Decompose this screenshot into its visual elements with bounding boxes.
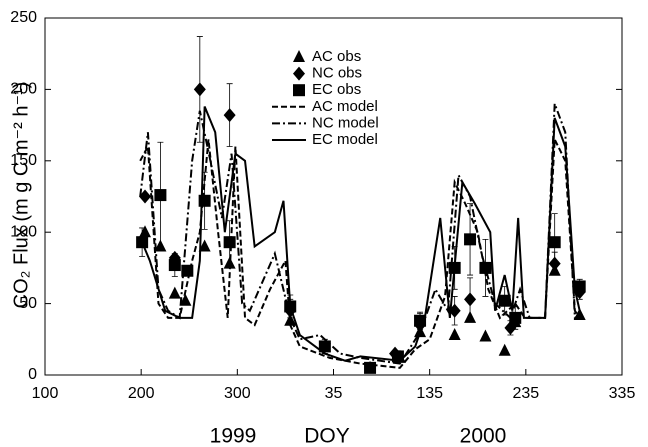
y-tick-label: 200 bbox=[10, 81, 37, 98]
data-point bbox=[193, 82, 206, 97]
y-tick-label: 50 bbox=[19, 295, 37, 312]
model-line bbox=[139, 103, 581, 365]
y-tick-label: 0 bbox=[28, 366, 37, 383]
data-point bbox=[198, 239, 211, 252]
data-point bbox=[139, 225, 152, 238]
data-point bbox=[223, 236, 236, 249]
legend-label: EC obs bbox=[312, 81, 361, 98]
x-tick-label: 135 bbox=[416, 385, 443, 402]
data-point bbox=[573, 280, 586, 293]
data-point bbox=[154, 189, 167, 202]
data-point bbox=[504, 320, 517, 335]
x-tick-label: 100 bbox=[32, 385, 59, 402]
data-point bbox=[498, 294, 511, 307]
year-label: 2000 bbox=[460, 425, 507, 447]
year-label: 1999 bbox=[210, 425, 257, 447]
legend-label: NC obs bbox=[312, 65, 362, 82]
legend-marker bbox=[293, 50, 305, 62]
legend-marker bbox=[293, 84, 305, 97]
data-point bbox=[318, 340, 331, 353]
legend-label: NC model bbox=[312, 114, 379, 131]
data-point bbox=[223, 108, 236, 123]
data-point bbox=[464, 292, 477, 307]
x-tick-label: 300 bbox=[224, 385, 251, 402]
y-tick-label: 150 bbox=[10, 152, 37, 169]
legend-label: AC model bbox=[312, 98, 378, 115]
x-tick-label: 200 bbox=[128, 385, 155, 402]
x-axis-label: DOY bbox=[304, 425, 350, 447]
x-tick-label: 335 bbox=[609, 385, 636, 402]
legend-label: AC obs bbox=[312, 48, 361, 65]
model-line bbox=[139, 135, 581, 369]
x-tick-label: 235 bbox=[512, 385, 539, 402]
y-axis-label: CO₂ Flux (m g C m⁻² h⁻¹) bbox=[10, 82, 32, 309]
legend-marker bbox=[293, 66, 305, 81]
data-point bbox=[479, 329, 492, 342]
data-point bbox=[198, 194, 211, 207]
model-line bbox=[141, 106, 581, 362]
data-point bbox=[509, 311, 522, 324]
data-point bbox=[464, 233, 477, 246]
data-point bbox=[448, 328, 461, 341]
data-point bbox=[168, 259, 181, 272]
data-point bbox=[168, 286, 181, 299]
legend-label: EC model bbox=[312, 131, 378, 148]
y-tick-label: 100 bbox=[10, 223, 37, 240]
data-point bbox=[498, 343, 511, 356]
data-point bbox=[548, 236, 561, 249]
x-tick-label: 35 bbox=[325, 385, 343, 402]
data-point bbox=[139, 189, 152, 204]
y-tick-label: 250 bbox=[10, 9, 37, 26]
